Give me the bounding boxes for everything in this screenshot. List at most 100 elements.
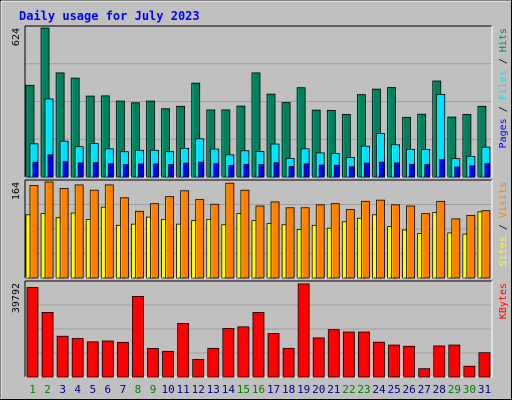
pages-bar: [107, 163, 114, 178]
pages-bar: [439, 159, 446, 178]
kbytes-bar: [56, 335, 69, 378]
kbytes-bar: [86, 341, 99, 378]
kbytes-bar: [327, 329, 340, 378]
x-tick-label: 14: [222, 383, 236, 396]
pages-bar: [303, 163, 310, 178]
kbytes-bar: [147, 348, 159, 378]
kbytes-bar: [101, 340, 114, 378]
pages-bar: [213, 163, 220, 178]
visits-bar: [285, 207, 295, 279]
pages-bar: [364, 162, 370, 178]
kbytes-bar: [26, 287, 39, 378]
kbytes-panel: 39792 KBytes: [11, 280, 509, 378]
kbytes-bar: [448, 344, 461, 378]
x-tick-label: 4: [74, 383, 81, 396]
visits-bar: [330, 203, 340, 279]
pages-bar: [122, 164, 129, 178]
kbytes-bar: [207, 347, 220, 378]
x-tick-label: 12: [192, 383, 205, 396]
kbytes-bar: [222, 328, 235, 378]
pages-bar: [32, 161, 39, 178]
pages-bar: [258, 164, 265, 178]
pages-bar: [469, 165, 476, 178]
side-label-separator: /: [498, 218, 509, 236]
side-label-pages: Pages: [498, 118, 509, 148]
pages-bar: [409, 163, 416, 178]
x-tick-label: 30: [463, 383, 476, 396]
kbytes-bar: [418, 368, 431, 378]
visits-bar: [255, 205, 265, 279]
kbytes-bar: [192, 359, 205, 378]
pages-bar: [333, 164, 340, 178]
x-tick-label: 3: [59, 383, 66, 396]
visits-bar: [421, 213, 431, 279]
visits-bar: [195, 199, 205, 279]
x-tick-label: 11: [177, 383, 190, 396]
pages-bar: [47, 154, 54, 178]
visits-bar: [89, 189, 99, 279]
visits-bar: [59, 188, 69, 279]
pages-bar: [183, 162, 190, 178]
side-label-hits: Hits: [498, 28, 509, 52]
chart-title: Daily usage for July 2023: [19, 9, 200, 23]
visits-bar: [391, 204, 400, 279]
pages-bar: [484, 163, 491, 178]
panel-2-ymax-label: 164: [11, 182, 22, 200]
kbytes-bar: [373, 341, 385, 378]
visits-bar: [104, 184, 114, 279]
pages-bar: [273, 162, 280, 178]
x-tick-label: 7: [120, 383, 127, 396]
visits-bar: [315, 204, 325, 279]
panel-1-ymax-label: 624: [11, 28, 22, 46]
pages-bar: [318, 164, 325, 178]
x-tick-label: 23: [357, 383, 370, 396]
visits-bar: [225, 182, 235, 279]
pages-bar: [153, 163, 159, 178]
pages-bar: [138, 163, 144, 178]
pages-bar: [454, 166, 461, 178]
x-tick-label: 10: [161, 383, 174, 396]
sites-visits-panel: 164 Sites / Visits: [11, 179, 509, 279]
x-tick-label: 22: [342, 383, 355, 396]
kbytes-bar: [282, 347, 295, 378]
kbytes-bar: [358, 331, 370, 378]
side-label-files: Files: [498, 70, 509, 100]
x-tick-label: 6: [105, 383, 112, 396]
kbytes-bar: [478, 352, 491, 378]
hits-files-pages-panel: 624 Pages / Files / Hits: [11, 25, 509, 178]
visits-bar: [150, 203, 159, 279]
pages-bar: [198, 161, 205, 178]
kbytes-bar: [162, 350, 174, 378]
panel-2-side-label: Sites / Visits: [498, 182, 509, 266]
x-tick-label: 20: [312, 383, 325, 396]
kbytes-bar: [433, 345, 446, 378]
kbytes-bar: [403, 345, 416, 378]
visits-bar: [376, 199, 385, 279]
visits-bar: [451, 218, 461, 279]
kbytes-bar: [237, 326, 250, 378]
kbytes-bar: [41, 312, 54, 378]
x-tick-label: 29: [448, 383, 461, 396]
x-tick-label: 2: [44, 383, 51, 396]
kbytes-bar: [132, 296, 144, 378]
visits-bar: [481, 210, 491, 279]
visits-bar: [135, 210, 144, 279]
x-tick-label: 21: [327, 383, 340, 396]
side-label-separator: /: [498, 52, 509, 70]
x-tick-label: 31: [478, 383, 491, 396]
visits-bar: [406, 205, 416, 279]
visits-bar: [44, 181, 54, 279]
kbytes-bar: [297, 283, 310, 378]
x-tick-label: 1: [29, 383, 36, 396]
visits-bar: [74, 184, 84, 279]
visits-bar: [345, 209, 355, 279]
visits-bar: [361, 200, 370, 279]
visits-bar: [300, 207, 310, 279]
visits-bar: [240, 189, 250, 279]
panel-3-side-label: KBytes: [498, 283, 509, 319]
pages-bar: [424, 164, 431, 178]
side-label-separator: /: [498, 100, 509, 118]
kbytes-bar: [342, 331, 355, 378]
x-tick-label: 15: [237, 383, 250, 396]
x-tick-label: 16: [252, 383, 265, 396]
